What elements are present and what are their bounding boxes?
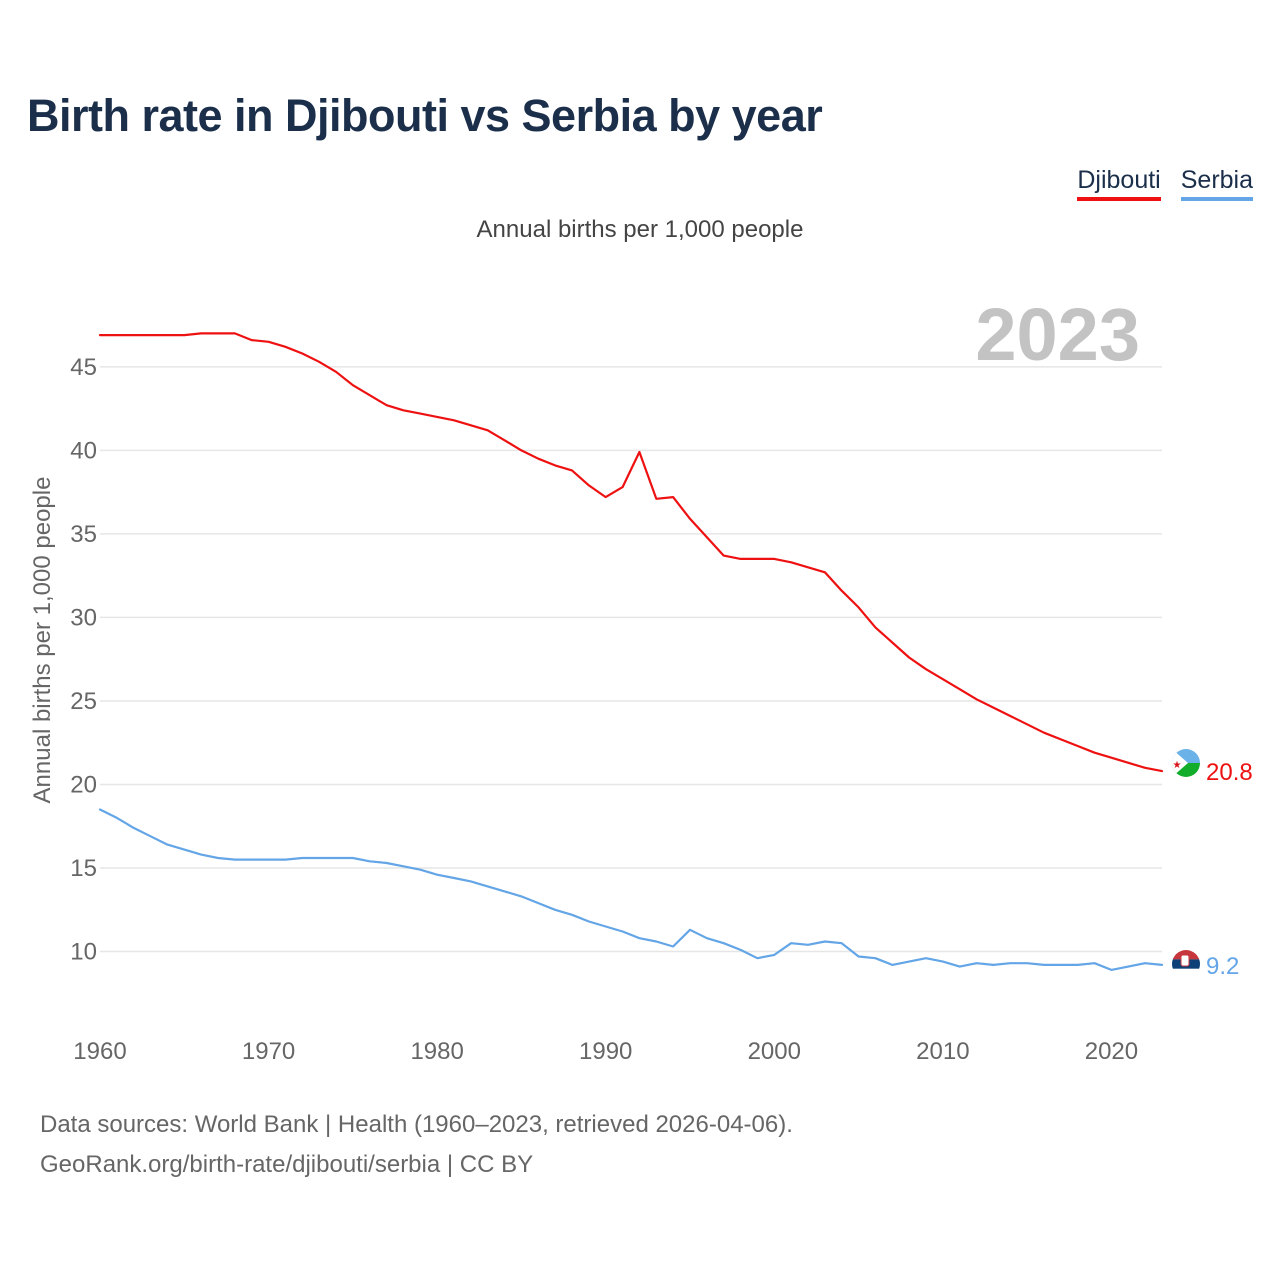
x-tick-label: 1960 — [73, 1038, 126, 1065]
end-label-djibouti: 20.8 — [1206, 759, 1253, 786]
y-tick-label: 10 — [70, 939, 97, 966]
x-tick-label: 1990 — [579, 1038, 632, 1065]
year-label: 2023 — [975, 293, 1140, 376]
x-tick-label: 1970 — [242, 1038, 295, 1065]
footer: Data sources: World Bank | Health (1960–… — [40, 1105, 793, 1185]
x-tick-label: 2000 — [748, 1038, 801, 1065]
y-tick-label: 25 — [70, 688, 97, 715]
footer-link[interactable]: GeoRank.org/birth-rate/djibouti/serbia |… — [40, 1151, 534, 1178]
series-line-djibouti — [98, 332, 1164, 773]
djibouti-flag-icon: ★ — [1172, 749, 1200, 777]
y-tick-label: 40 — [70, 437, 97, 464]
legend-item-djibouti[interactable]: Djibouti — [1077, 166, 1161, 201]
legend-item-serbia[interactable]: Serbia — [1180, 166, 1253, 201]
y-tick-label: 45 — [70, 354, 97, 381]
chart-title: Birth rate in Djibouti vs Serbia by year — [27, 90, 823, 141]
y-tick-label: 15 — [70, 855, 97, 882]
series-line-serbia — [98, 808, 1164, 972]
chart-subtitle: Annual births per 1,000 people — [476, 216, 804, 243]
x-tick-label: 2010 — [916, 1038, 969, 1065]
end-label-serbia: 9.2 — [1206, 953, 1239, 980]
x-tick-label: 1980 — [410, 1038, 463, 1065]
serbia-flag-icon — [1172, 950, 1200, 978]
legend: Djibouti Serbia — [1077, 166, 1253, 201]
y-tick-label: 30 — [70, 604, 97, 631]
footer-sources: Data sources: World Bank | Health (1960–… — [40, 1111, 793, 1138]
svg-text:★: ★ — [1173, 760, 1182, 771]
x-tick-label: 2020 — [1085, 1038, 1138, 1065]
line-chart: 10 15 20 25 30 35 40 45 1960 1970 1980 1990 2000 201… — [29, 293, 1253, 1065]
y-axis-label: Annual births per 1,000 people — [29, 477, 56, 804]
y-tick-label: 35 — [70, 521, 97, 548]
y-tick-label: 20 — [70, 771, 97, 798]
